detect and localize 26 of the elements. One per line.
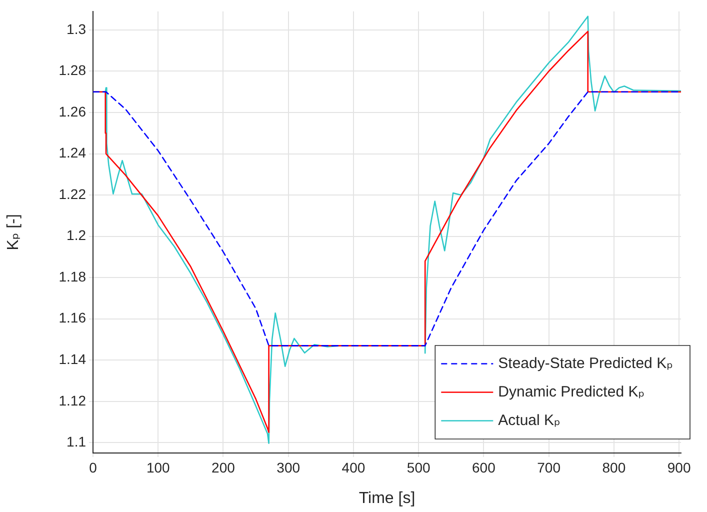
x-tick-label: 200 xyxy=(212,459,236,476)
x-tick-label: 0 xyxy=(89,459,98,476)
x-tick-label: 500 xyxy=(406,459,430,476)
y-tick-label: 1.1 xyxy=(66,434,86,450)
legend-label: Actual Kₚ xyxy=(498,412,560,429)
x-axis-title: Time [s] xyxy=(358,490,416,507)
y-tick-label: 1.28 xyxy=(58,62,86,78)
y-tick-label: 1.18 xyxy=(58,268,86,284)
y-axis-title: Kₚ [-] xyxy=(5,214,22,250)
x-tick-label: 700 xyxy=(537,459,561,476)
y-tick-label: 1.24 xyxy=(58,144,86,161)
y-tick-label: 1.2 xyxy=(66,227,86,244)
x-tick-label: 600 xyxy=(472,459,496,476)
y-tick-label: 1.3 xyxy=(66,20,86,37)
x-tick-label: 900 xyxy=(667,459,691,476)
y-tick-label: 1.12 xyxy=(58,392,86,408)
y-tick-label: 1.22 xyxy=(58,186,86,202)
y-tick-label: 1.16 xyxy=(58,310,86,326)
y-tick-label: 1.26 xyxy=(58,103,86,120)
x-tick-label: 100 xyxy=(146,459,170,476)
legend-label: Dynamic Predicted Kₚ xyxy=(498,383,645,400)
y-tick-label: 1.14 xyxy=(58,351,86,367)
x-tick-label: 400 xyxy=(342,459,366,476)
legend-label: Steady-State Predicted Kₚ xyxy=(498,354,674,372)
x-tick-label: 300 xyxy=(276,459,300,476)
x-tick-label: 800 xyxy=(602,459,626,476)
